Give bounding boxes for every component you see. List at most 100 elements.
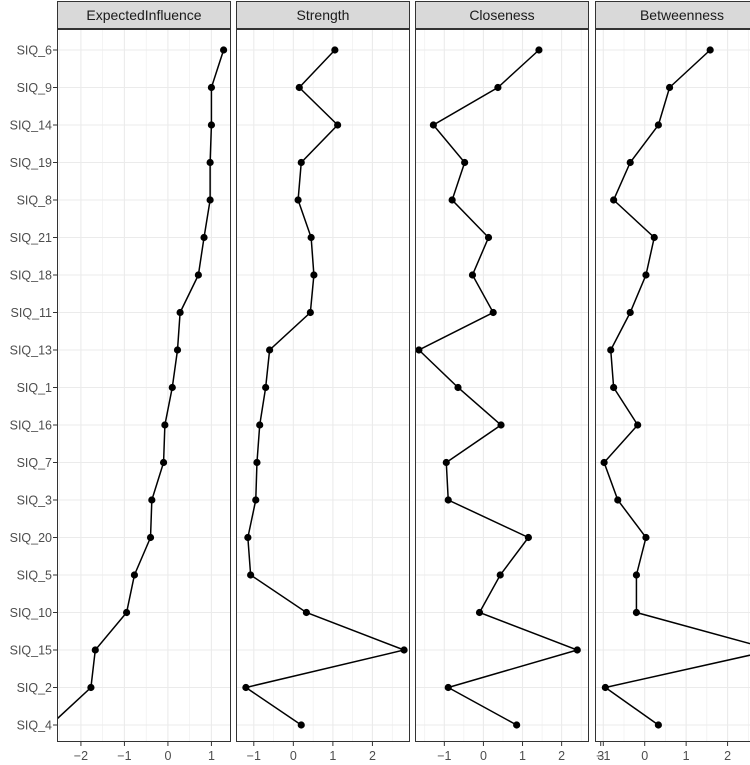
data-point <box>494 83 502 92</box>
x-tick-label: 0 <box>164 749 171 763</box>
data-point <box>626 308 634 317</box>
y-tick-label: SIQ_13 <box>10 344 52 358</box>
data-point <box>632 571 641 579</box>
y-tick-label: SIQ_8 <box>17 194 52 208</box>
x-tick-label: −1 <box>437 749 451 763</box>
panel-border <box>236 29 410 742</box>
data-point <box>294 196 302 204</box>
x-tick-label: 0 <box>480 749 487 763</box>
data-point <box>244 533 252 542</box>
y-tick-label: SIQ_2 <box>17 681 52 695</box>
data-point <box>461 158 469 167</box>
data-point <box>626 158 634 167</box>
data-point <box>614 496 622 504</box>
data-point <box>448 196 456 204</box>
data-point <box>497 421 505 429</box>
data-point <box>475 608 484 617</box>
y-tick-label: SIQ_20 <box>10 531 52 545</box>
y-tick-label: SIQ_21 <box>10 231 52 245</box>
data-point <box>334 121 342 129</box>
grid <box>415 29 589 742</box>
data-point <box>194 271 202 279</box>
data-point <box>302 608 310 617</box>
data-point <box>665 83 674 92</box>
data-point <box>247 571 255 579</box>
x-tick-label: −1 <box>247 749 261 763</box>
data-point <box>650 233 658 242</box>
x-tick-label: −1 <box>117 749 131 763</box>
data-point <box>331 46 339 54</box>
data-point <box>130 571 139 579</box>
data-point <box>654 121 662 129</box>
data-point <box>206 196 214 204</box>
data-point <box>513 721 521 729</box>
data-point <box>454 383 462 392</box>
y-tick-label: SIQ_9 <box>17 81 52 95</box>
data-point <box>444 496 452 504</box>
panel-border <box>595 29 750 742</box>
data-point <box>148 496 156 504</box>
panel-background <box>595 29 750 742</box>
x-tick-label: 1 <box>683 749 690 763</box>
x-tick-label: 1 <box>519 749 526 763</box>
strip-background <box>595 1 750 29</box>
x-axis: −1 0 1 2 <box>247 742 376 763</box>
panel-background <box>57 29 231 742</box>
x-tick-label: −2 <box>74 749 88 763</box>
y-tick-label: SIQ_18 <box>10 269 52 283</box>
y-tick-label: SIQ_6 <box>17 44 52 58</box>
strip-label: Betweenness <box>640 7 724 23</box>
data-point <box>706 46 714 54</box>
data-point <box>295 83 303 92</box>
data-point <box>146 533 155 542</box>
series <box>415 46 581 729</box>
data-point <box>306 308 314 317</box>
panel-expectedinfluence: ExpectedInfluence −2 −1 0 1 <box>57 1 231 763</box>
data-point <box>307 233 315 242</box>
x-tick-label: 0 <box>641 749 648 763</box>
data-point <box>168 383 176 392</box>
data-point <box>535 46 543 54</box>
data-point <box>489 308 497 317</box>
data-point <box>161 421 169 429</box>
y-tick-label: SIQ_5 <box>17 569 52 583</box>
data-point <box>601 683 609 692</box>
x-tick-label: 0 <box>290 749 297 763</box>
data-point <box>242 683 250 692</box>
data-point <box>654 721 662 729</box>
panel-closeness: Closeness −1 0 1 2 3 <box>415 1 604 763</box>
x-tick-label: −1 <box>596 749 610 763</box>
data-point <box>415 346 423 354</box>
data-point <box>262 383 270 392</box>
data-point <box>642 533 650 542</box>
panel-betweenness: Betweenness −1 0 1 2 <box>595 1 750 763</box>
data-point <box>496 571 504 579</box>
data-point <box>310 271 318 279</box>
data-point <box>642 271 650 279</box>
data-point <box>524 533 532 542</box>
data-point <box>159 458 168 467</box>
y-tick-label: SIQ_16 <box>10 419 52 433</box>
data-point <box>484 233 493 242</box>
data-point <box>632 608 641 617</box>
y-tick-label: SIQ_3 <box>17 494 52 508</box>
data-point <box>429 121 437 129</box>
y-tick-label: SIQ_1 <box>17 381 52 395</box>
y-tick-label: SIQ_10 <box>10 606 52 620</box>
data-point <box>220 46 228 54</box>
x-axis: −1 0 1 2 3 <box>437 742 604 763</box>
x-axis: −2 −1 0 1 <box>74 742 215 763</box>
y-tick-label: SIQ_15 <box>10 644 52 658</box>
data-point <box>256 421 264 429</box>
data-point <box>207 121 216 129</box>
data-point <box>610 196 618 204</box>
strip-label: Closeness <box>469 7 534 23</box>
data-point <box>634 421 642 429</box>
data-point <box>253 458 261 467</box>
data-point <box>573 646 581 654</box>
panel-border <box>57 29 231 742</box>
x-tick-label: 1 <box>329 749 336 763</box>
panel-background <box>236 29 410 742</box>
y-tick-label: SIQ_11 <box>11 306 53 320</box>
